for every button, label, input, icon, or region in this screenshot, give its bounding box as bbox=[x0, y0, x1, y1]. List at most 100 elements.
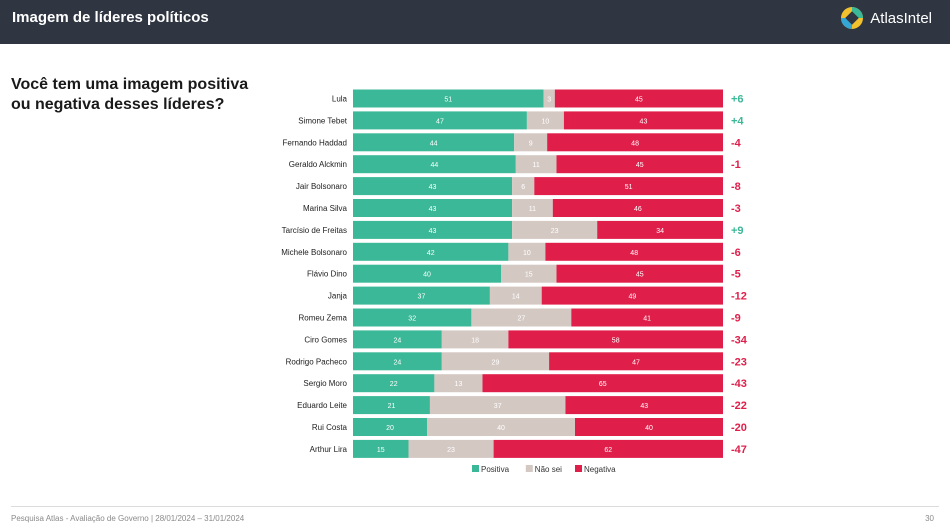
bar-segment-positive bbox=[353, 89, 544, 108]
bar-segment-positive bbox=[353, 308, 472, 327]
category-label: Jair Bolsonaro bbox=[296, 182, 348, 191]
data-label-unsure: 23 bbox=[551, 228, 559, 235]
data-label-negative: 48 bbox=[631, 140, 639, 147]
net-score-label: -4 bbox=[731, 137, 742, 149]
net-score-label: -43 bbox=[731, 378, 747, 390]
page-title: Imagem de líderes políticos bbox=[12, 9, 209, 26]
bar-segment-positive bbox=[353, 418, 427, 436]
data-label-negative: 48 bbox=[630, 250, 638, 257]
category-label: Arthur Lira bbox=[310, 445, 348, 454]
bar-segment-negative bbox=[565, 396, 723, 415]
data-label-positive: 24 bbox=[394, 359, 402, 366]
bar-segment-positive bbox=[353, 439, 409, 458]
bar-segment-unsure bbox=[427, 418, 575, 436]
data-label-negative: 40 bbox=[645, 425, 653, 432]
data-label-negative: 46 bbox=[634, 206, 642, 213]
category-label: Romeu Zema bbox=[299, 314, 348, 323]
net-score-label: -5 bbox=[731, 269, 741, 281]
net-score-label: -22 bbox=[731, 400, 747, 412]
data-label-positive: 44 bbox=[430, 140, 438, 147]
data-label-negative: 43 bbox=[640, 403, 648, 410]
bar-segment-unsure bbox=[512, 199, 553, 217]
bar-segment-positive bbox=[353, 330, 442, 349]
header-bar: Imagem de líderes políticos AtlasIntel bbox=[0, 0, 950, 44]
data-label-negative: 45 bbox=[636, 272, 644, 279]
data-label-positive: 37 bbox=[418, 294, 426, 301]
data-label-positive: 22 bbox=[390, 381, 398, 388]
bar-segment-negative bbox=[552, 199, 723, 217]
bar-segment-unsure bbox=[501, 264, 557, 283]
bar-segment-negative bbox=[554, 89, 723, 108]
data-label-negative: 45 bbox=[636, 162, 644, 169]
bar-segment-negative bbox=[541, 286, 723, 305]
bar-segment-positive bbox=[353, 133, 515, 152]
bar-segment-unsure bbox=[441, 352, 550, 371]
bar-segment-unsure bbox=[543, 89, 555, 108]
footer-source: Pesquisa Atlas - Avaliação de Governo | … bbox=[11, 514, 245, 523]
net-score-label: -23 bbox=[731, 356, 747, 368]
data-label-unsure: 6 bbox=[521, 184, 525, 191]
legend-label-positive: Positiva bbox=[481, 465, 510, 474]
brand-logo: AtlasIntel bbox=[840, 6, 932, 30]
data-label-positive: 44 bbox=[431, 162, 439, 169]
data-label-unsure: 9 bbox=[529, 140, 533, 147]
data-label-unsure: 14 bbox=[512, 294, 520, 301]
category-label: Flávio Dino bbox=[307, 270, 348, 279]
data-label-unsure: 10 bbox=[523, 250, 531, 257]
bar-segment-unsure bbox=[434, 374, 483, 393]
net-score-label: +4 bbox=[731, 115, 744, 127]
legend-swatch-unsure bbox=[525, 465, 533, 472]
net-score-label: -9 bbox=[731, 313, 741, 325]
bar-segment-unsure bbox=[408, 439, 494, 458]
bar-segment-unsure bbox=[429, 396, 566, 415]
bar-segment-negative bbox=[597, 220, 723, 239]
data-label-unsure: 15 bbox=[525, 272, 533, 279]
category-label: Janja bbox=[328, 292, 348, 301]
bar-segment-unsure bbox=[512, 177, 535, 196]
data-label-unsure: 18 bbox=[471, 337, 479, 344]
bar-segment-unsure bbox=[471, 308, 572, 327]
data-label-unsure: 3 bbox=[547, 97, 551, 104]
data-label-positive: 20 bbox=[386, 425, 394, 432]
bar-segment-negative bbox=[575, 418, 723, 436]
bar-segment-negative bbox=[556, 264, 723, 283]
category-label: Rui Costa bbox=[312, 423, 348, 432]
data-label-positive: 21 bbox=[388, 403, 396, 410]
net-score-label: +9 bbox=[731, 225, 744, 237]
bar-segment-negative bbox=[556, 155, 723, 174]
bar-segment-unsure bbox=[514, 133, 548, 152]
data-label-unsure: 40 bbox=[497, 425, 505, 432]
data-label-negative: 41 bbox=[643, 316, 651, 323]
data-label-positive: 24 bbox=[394, 337, 402, 344]
bar-segment-positive bbox=[353, 220, 513, 239]
stacked-bar-chart: Lula 51 3 45 +6 Simone Tebet 47 10 43 +4 Fernando … bbox=[281, 89, 748, 474]
bar-segment-negative bbox=[508, 330, 723, 349]
data-label-positive: 40 bbox=[423, 272, 431, 279]
category-label: Rodrigo Pacheco bbox=[286, 357, 348, 366]
data-label-negative: 34 bbox=[656, 228, 664, 235]
net-score-label: +6 bbox=[731, 94, 744, 106]
net-score-label: -47 bbox=[731, 444, 747, 456]
bar-segment-positive bbox=[353, 286, 490, 305]
data-label-positive: 47 bbox=[436, 118, 444, 125]
category-label: Tarcísio de Freitas bbox=[282, 226, 347, 235]
legend-swatch-negative bbox=[575, 465, 582, 472]
net-score-label: -34 bbox=[731, 334, 748, 346]
data-label-unsure: 23 bbox=[447, 447, 455, 454]
bar-segment-positive bbox=[353, 111, 527, 130]
data-label-positive: 15 bbox=[377, 447, 385, 454]
data-label-positive: 42 bbox=[427, 250, 435, 257]
bar-segment-positive bbox=[353, 374, 435, 393]
bar-segment-negative bbox=[482, 374, 723, 393]
data-label-positive: 43 bbox=[429, 184, 437, 191]
bar-segment-positive bbox=[353, 264, 501, 283]
bar-segment-negative bbox=[493, 439, 723, 458]
bar-segment-negative bbox=[534, 177, 723, 196]
bar-segment-unsure bbox=[515, 155, 557, 174]
net-score-label: -8 bbox=[731, 181, 741, 193]
bar-segment-positive bbox=[353, 242, 509, 261]
data-label-unsure: 13 bbox=[455, 381, 463, 388]
bar-segment-positive bbox=[353, 177, 513, 196]
net-score-label: -20 bbox=[731, 422, 747, 434]
data-label-negative: 58 bbox=[612, 337, 620, 344]
